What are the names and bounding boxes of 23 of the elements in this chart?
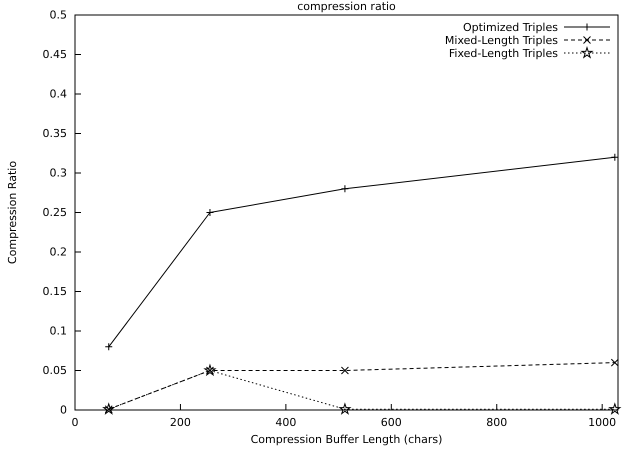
y-tick-label: 0 [60,404,67,417]
x-tick-label: 600 [380,416,402,429]
y-tick-label: 0.45 [42,48,67,62]
legend-label: Optimized Triples [462,21,558,34]
x-tick-label: 400 [275,416,296,429]
x-axis-title: Compression Buffer Length (chars) [250,433,442,446]
x-tick-label: 200 [170,416,191,429]
y-tick-label: 0.05 [42,364,67,378]
y-tick-label: 0.3 [50,166,67,180]
y-tick-label: 0.1 [50,324,67,338]
x-tick-label: 0 [72,416,78,429]
x-tick-label: 800 [486,416,508,429]
y-tick-label: 0.2 [50,246,67,259]
y-tick-label: 0.35 [42,127,67,140]
y-tick-label: 0.5 [50,8,67,22]
y-tick-label: 0.4 [50,88,67,101]
y-axis-title: Compression Ratio [6,160,19,264]
x-tick-label: 1000 [588,416,616,429]
y-tick-label: 0.15 [42,285,67,298]
chart-title: compression ratio [297,0,396,13]
y-tick-label: 0.25 [42,206,67,220]
legend-label: Fixed-Length Triples [448,47,558,60]
legend-label: Mixed-Length Triples [444,34,558,47]
